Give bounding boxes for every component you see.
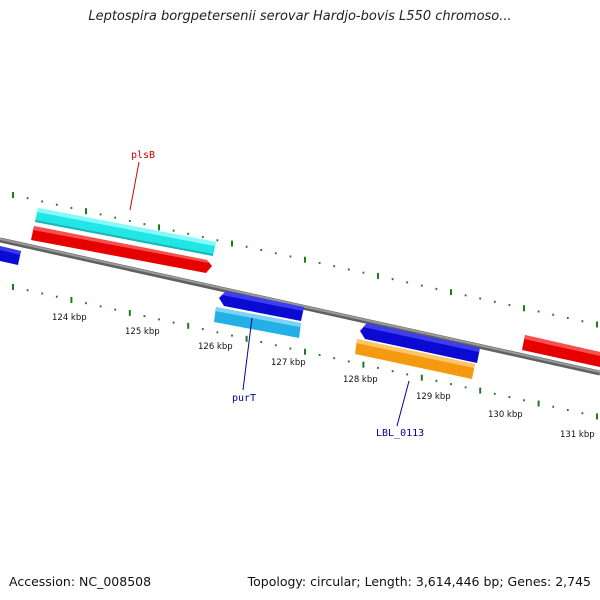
- outer-tick-row: [12, 192, 598, 328]
- accession-text: Accession: NC_008508: [9, 574, 152, 589]
- ruler-label: 130 kbp: [488, 410, 523, 420]
- ruler-label: 125 kbp: [125, 327, 160, 337]
- gene-label-LBL_0113[interactable]: LBL_0113: [376, 428, 424, 439]
- ruler-label: 127 kbp: [271, 358, 306, 368]
- gene-features: [0, 208, 600, 379]
- gene-feature-purT-lightblue[interactable]: [214, 307, 301, 338]
- gene-label-purT[interactable]: purT: [232, 393, 256, 404]
- inner-tick-row: [12, 284, 598, 420]
- gene-feature-plsB-cyan[interactable]: [35, 208, 216, 256]
- gene-feature-red-2[interactable]: [522, 335, 600, 367]
- gene-feature-red-1[interactable]: [31, 226, 212, 273]
- purT-leader-line: [242, 317, 253, 391]
- ruler-label: 128 kbp: [343, 375, 378, 385]
- ruler-label: 126 kbp: [198, 342, 233, 352]
- LBL-leader-line: [396, 380, 410, 427]
- ruler-label: 129 kbp: [416, 392, 451, 402]
- gene-feature-purT-blue[interactable]: [219, 291, 304, 321]
- gene-label-plsB[interactable]: plsB: [131, 150, 155, 161]
- ruler-label: 131 kbp: [560, 430, 595, 440]
- gene-feature-blue-1[interactable]: [0, 246, 21, 265]
- map-title: Leptospira borgpetersenii serovar Hardjo…: [88, 9, 512, 24]
- ruler-labels: 124 kbp 125 kbp 126 kbp 127 kbp 128 kbp 129 k…: [52, 313, 595, 440]
- gene-feature-LBL-orange[interactable]: [355, 339, 475, 379]
- genome-summary-text: Topology: circular; Length: 3,614,446 bp…: [247, 574, 591, 589]
- plsB-leader-line: [129, 161, 140, 211]
- ruler-label: 124 kbp: [52, 313, 87, 323]
- gene-feature-LBL-blue[interactable]: [360, 323, 480, 363]
